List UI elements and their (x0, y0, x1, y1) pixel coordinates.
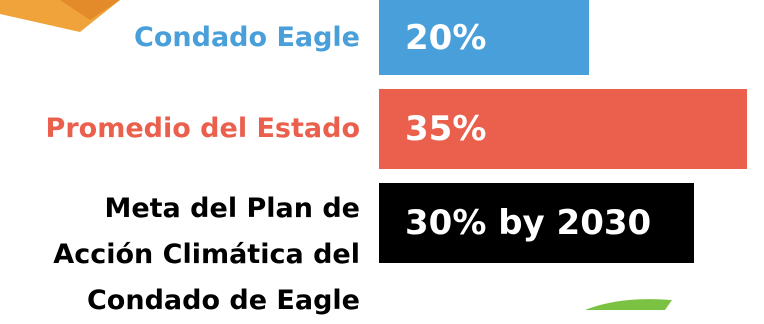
category-label: Meta del Plan de Acción Climática del Co… (0, 186, 360, 324)
value-label: 35% (405, 109, 486, 149)
value-label: 30% by 2030 (405, 203, 651, 243)
value-label: 20% (405, 18, 486, 58)
green-shape (585, 299, 672, 310)
bar: 20% (379, 0, 589, 75)
bar: 35% (379, 89, 747, 169)
category-label: Promedio del Estado (0, 106, 360, 152)
bar: 30% by 2030 (379, 183, 694, 263)
category-label: Condado Eagle (0, 15, 360, 61)
